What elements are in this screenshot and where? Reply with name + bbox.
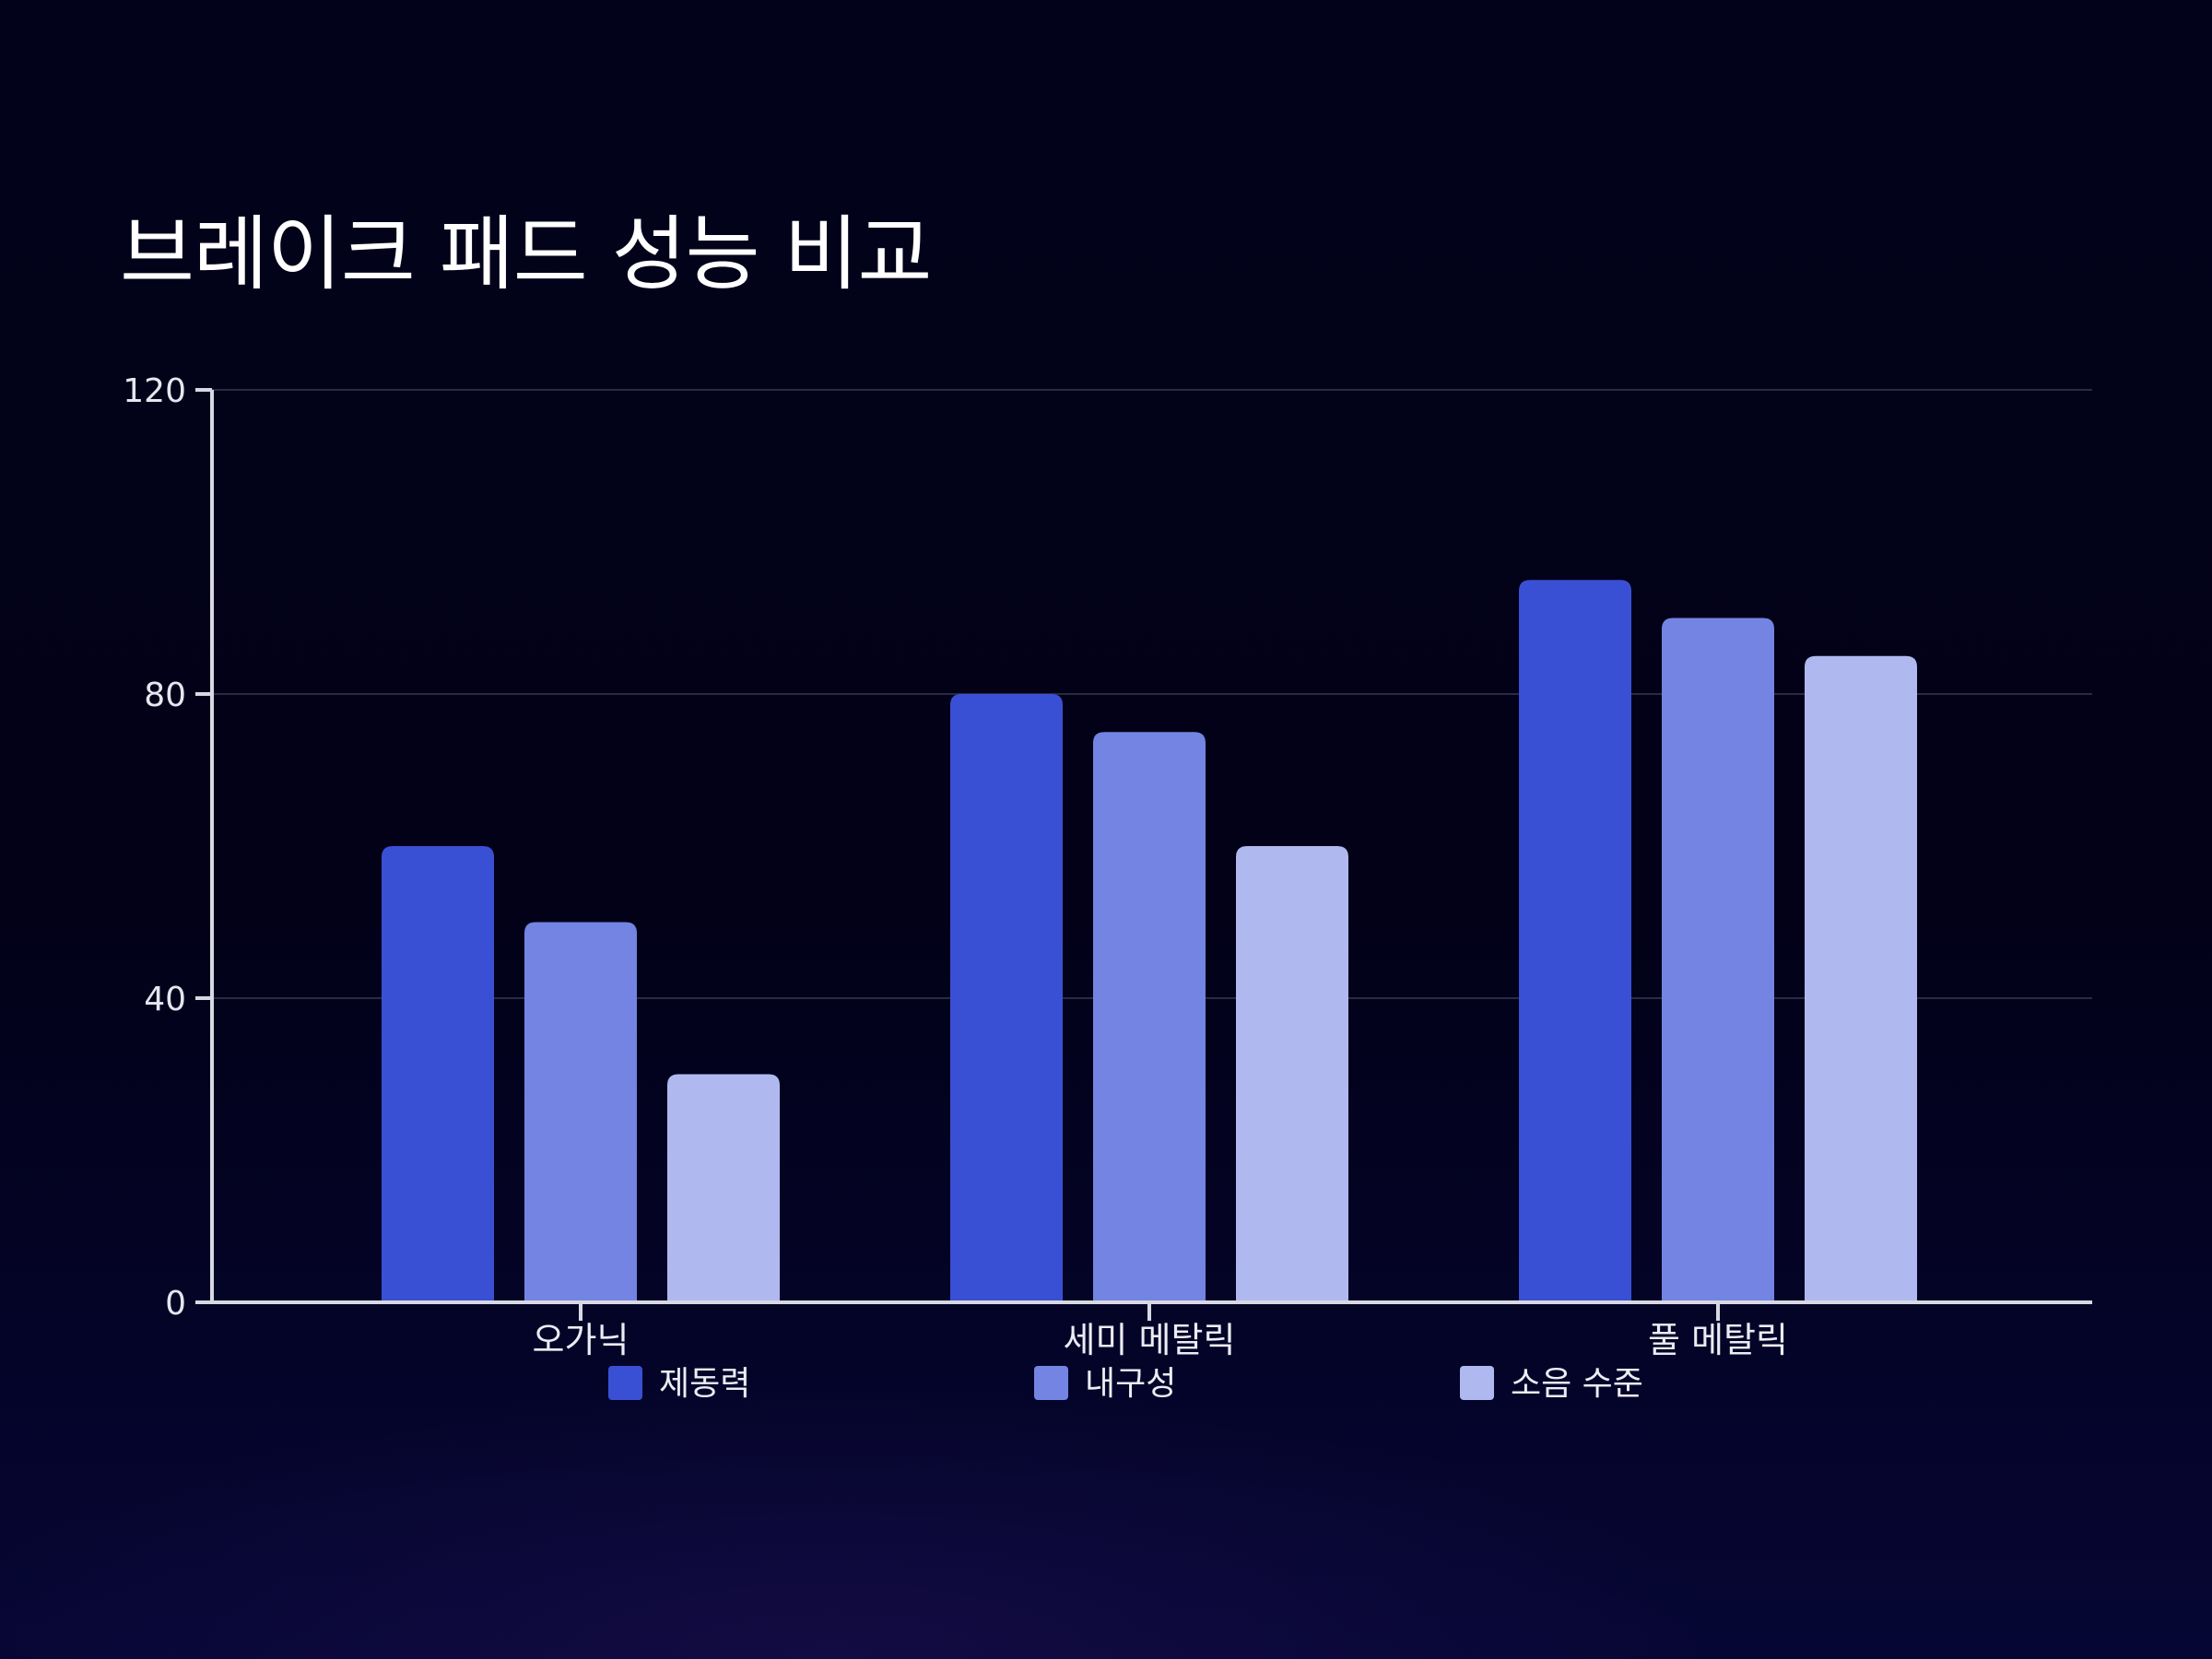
bars [382, 580, 1917, 1302]
legend-swatch-2 [1460, 1366, 1494, 1400]
y-tick-label: 120 [123, 372, 186, 410]
legend-label-2: 소음 수준 [1511, 1365, 1643, 1403]
bar-0-1 [524, 922, 637, 1302]
chart-title: 브레이크 패드 성능 비교 [120, 206, 933, 301]
bar-0-2 [667, 1074, 780, 1302]
axis-labels: 0 40 80 120 오가닉 세미 메탈릭 풀 메탈릭 [123, 372, 1788, 1360]
bar-1-0 [950, 694, 1063, 1302]
y-tick-label: 80 [144, 677, 186, 714]
legend-label-0: 제동력 [659, 1365, 750, 1403]
y-tick-label: 40 [144, 981, 186, 1018]
y-tick-label: 0 [165, 1285, 186, 1323]
bar-2-2 [1805, 655, 1917, 1302]
bar-2-0 [1519, 580, 1631, 1302]
x-category-label: 풀 메탈릭 [1648, 1320, 1788, 1360]
bar-0-0 [382, 846, 494, 1302]
x-category-label: 세미 메탈릭 [1064, 1320, 1236, 1360]
x-category-label: 오가닉 [533, 1320, 629, 1360]
bar-1-2 [1236, 846, 1348, 1302]
axes [195, 388, 2092, 1321]
legend: 제동력 내구성 소음 수준 [608, 1365, 1643, 1403]
bar-2-1 [1662, 618, 1774, 1302]
legend-swatch-1 [1034, 1366, 1068, 1400]
legend-label-1: 내구성 [1085, 1365, 1176, 1403]
bar-1-1 [1093, 732, 1206, 1302]
legend-swatch-0 [608, 1366, 642, 1400]
